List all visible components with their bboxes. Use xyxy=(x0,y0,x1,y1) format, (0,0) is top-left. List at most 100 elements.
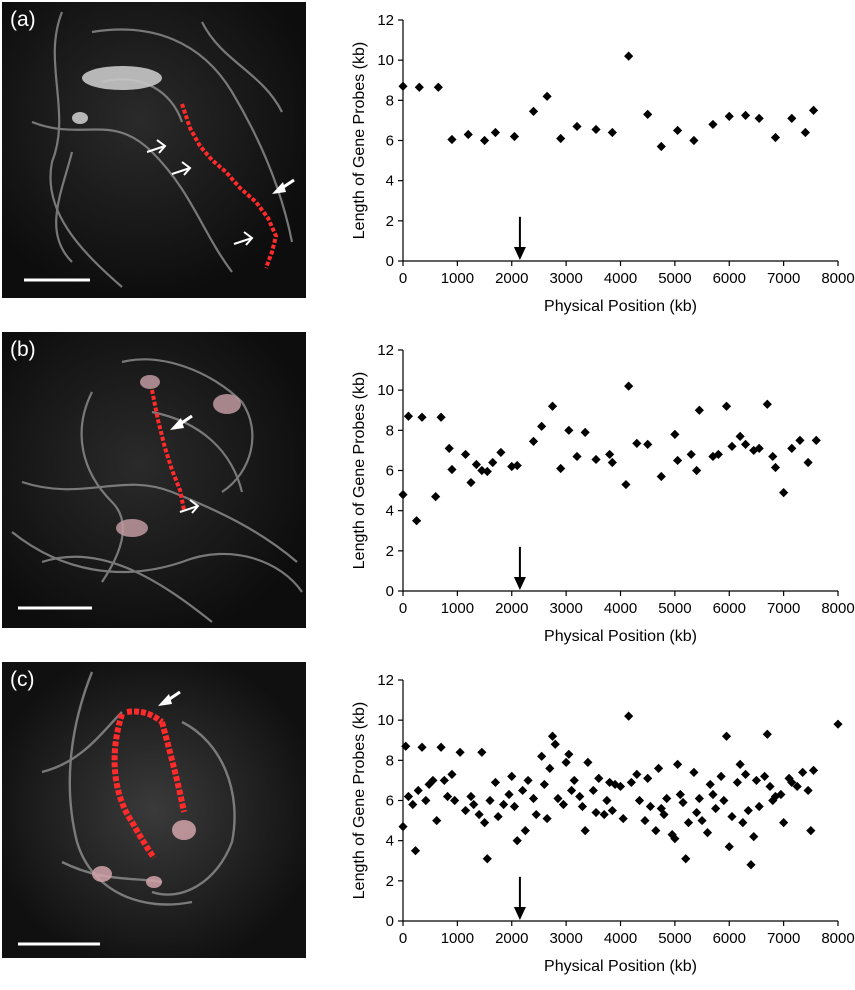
y-tick-label: 0 xyxy=(386,253,394,270)
data-point xyxy=(417,742,427,752)
data-point xyxy=(403,791,414,802)
data-point xyxy=(811,435,821,445)
data-point xyxy=(624,381,634,391)
data-point xyxy=(711,803,721,814)
panel-label-b: (b) xyxy=(10,338,36,361)
data-point xyxy=(528,436,539,446)
data-point xyxy=(754,443,764,454)
data-point xyxy=(432,815,442,826)
data-point xyxy=(632,438,642,448)
data-point xyxy=(512,836,522,846)
axes: 0 2 4 6 8 10 12 0 1000 2000 3000 4000 5000 6000 7000 80… xyxy=(377,672,854,947)
data-point xyxy=(672,125,683,136)
scatter-plot-c: 0 2 4 6 8 10 12 0 1000 2000 3000 4000 5000 6000 7000 80… xyxy=(340,660,855,990)
data-point xyxy=(442,791,453,802)
data-point xyxy=(795,435,805,445)
data-point xyxy=(594,773,604,784)
data-point xyxy=(833,719,843,729)
data-point xyxy=(719,795,729,806)
data-points xyxy=(398,711,843,870)
data-point xyxy=(681,854,691,864)
data-point xyxy=(708,789,718,800)
scatter-plot-a-svg: 0 2 4 6 8 10 12 0 1000 2000 3000 4000 5000 6000 7000 80… xyxy=(351,12,855,315)
x-axis-title: Physical Position (kb) xyxy=(544,958,697,975)
data-point xyxy=(800,127,810,138)
x-tick-label: 5000 xyxy=(658,600,691,617)
data-point xyxy=(787,113,797,124)
x-tick-label: 2000 xyxy=(495,600,528,617)
data-point xyxy=(408,799,418,810)
panel-label-c: (c) xyxy=(10,668,35,691)
panel-label-a: (a) xyxy=(10,8,36,31)
x-tick-label: 5000 xyxy=(658,270,691,287)
data-point xyxy=(591,454,601,465)
micrograph-b-svg: (b) xyxy=(2,332,306,628)
data-point xyxy=(564,749,574,759)
data-point xyxy=(808,105,819,115)
data-point xyxy=(624,711,634,721)
data-point xyxy=(721,401,732,411)
data-point xyxy=(779,487,789,498)
data-point xyxy=(632,769,642,779)
data-point xyxy=(672,455,683,466)
data-point xyxy=(653,763,664,773)
data-point xyxy=(670,429,680,439)
arrow-head xyxy=(513,907,526,920)
data-point xyxy=(662,793,672,804)
axes: 0 2 4 6 8 10 12 0 1000 2000 3000 4000 5000 6000 7000 80… xyxy=(377,342,854,617)
data-point xyxy=(643,439,653,449)
x-tick-label: 4000 xyxy=(604,600,637,617)
data-point xyxy=(656,141,666,152)
data-point xyxy=(479,817,490,828)
y-tick-label: 0 xyxy=(386,913,394,930)
data-point xyxy=(447,769,457,779)
y-tick-label: 4 xyxy=(386,833,394,850)
data-point xyxy=(403,411,414,421)
data-point xyxy=(667,830,677,840)
data-point xyxy=(479,135,490,146)
data-point xyxy=(566,785,577,796)
open-arrow-icon xyxy=(146,139,167,154)
data-point xyxy=(599,809,609,820)
fish-signal-a xyxy=(180,103,279,269)
data-point xyxy=(493,811,503,822)
y-tick-label: 8 xyxy=(386,752,394,769)
data-point xyxy=(689,135,699,146)
solid-arrow-icon xyxy=(272,178,295,194)
micrograph-c-svg: (c) xyxy=(2,662,306,958)
data-point xyxy=(460,449,471,460)
data-points xyxy=(398,381,821,526)
data-point xyxy=(528,106,539,116)
data-point xyxy=(488,457,498,468)
x-tick-label: 7000 xyxy=(767,930,800,947)
data-point xyxy=(490,777,501,788)
data-point xyxy=(413,785,423,796)
x-axis-title: Physical Position (kb) xyxy=(544,298,697,315)
y-tick-label: 4 xyxy=(386,173,394,190)
fish-signal-c xyxy=(111,708,187,860)
data-point xyxy=(523,775,533,786)
data-point xyxy=(398,490,408,500)
data-point xyxy=(678,797,688,808)
data-point xyxy=(749,832,759,842)
data-point xyxy=(754,113,764,124)
x-tick-label: 4000 xyxy=(604,270,637,287)
data-point xyxy=(539,779,549,790)
data-point xyxy=(735,431,745,441)
y-tick-label: 0 xyxy=(386,583,394,600)
data-point xyxy=(762,729,772,739)
data-point xyxy=(433,82,443,92)
y-tick-label: 2 xyxy=(386,873,394,890)
data-point xyxy=(602,795,612,806)
data-point xyxy=(768,451,778,462)
data-point xyxy=(643,773,653,784)
data-point xyxy=(765,781,775,792)
data-point xyxy=(496,447,506,458)
y-axis-title: Length of Gene Probes (kb) xyxy=(351,702,368,899)
data-point xyxy=(607,457,617,468)
x-tick-label: 6000 xyxy=(713,930,746,947)
open-arrow-icon xyxy=(233,231,254,246)
micrograph-c-arrows xyxy=(158,690,181,706)
data-point xyxy=(410,846,421,856)
data-point xyxy=(762,399,772,409)
